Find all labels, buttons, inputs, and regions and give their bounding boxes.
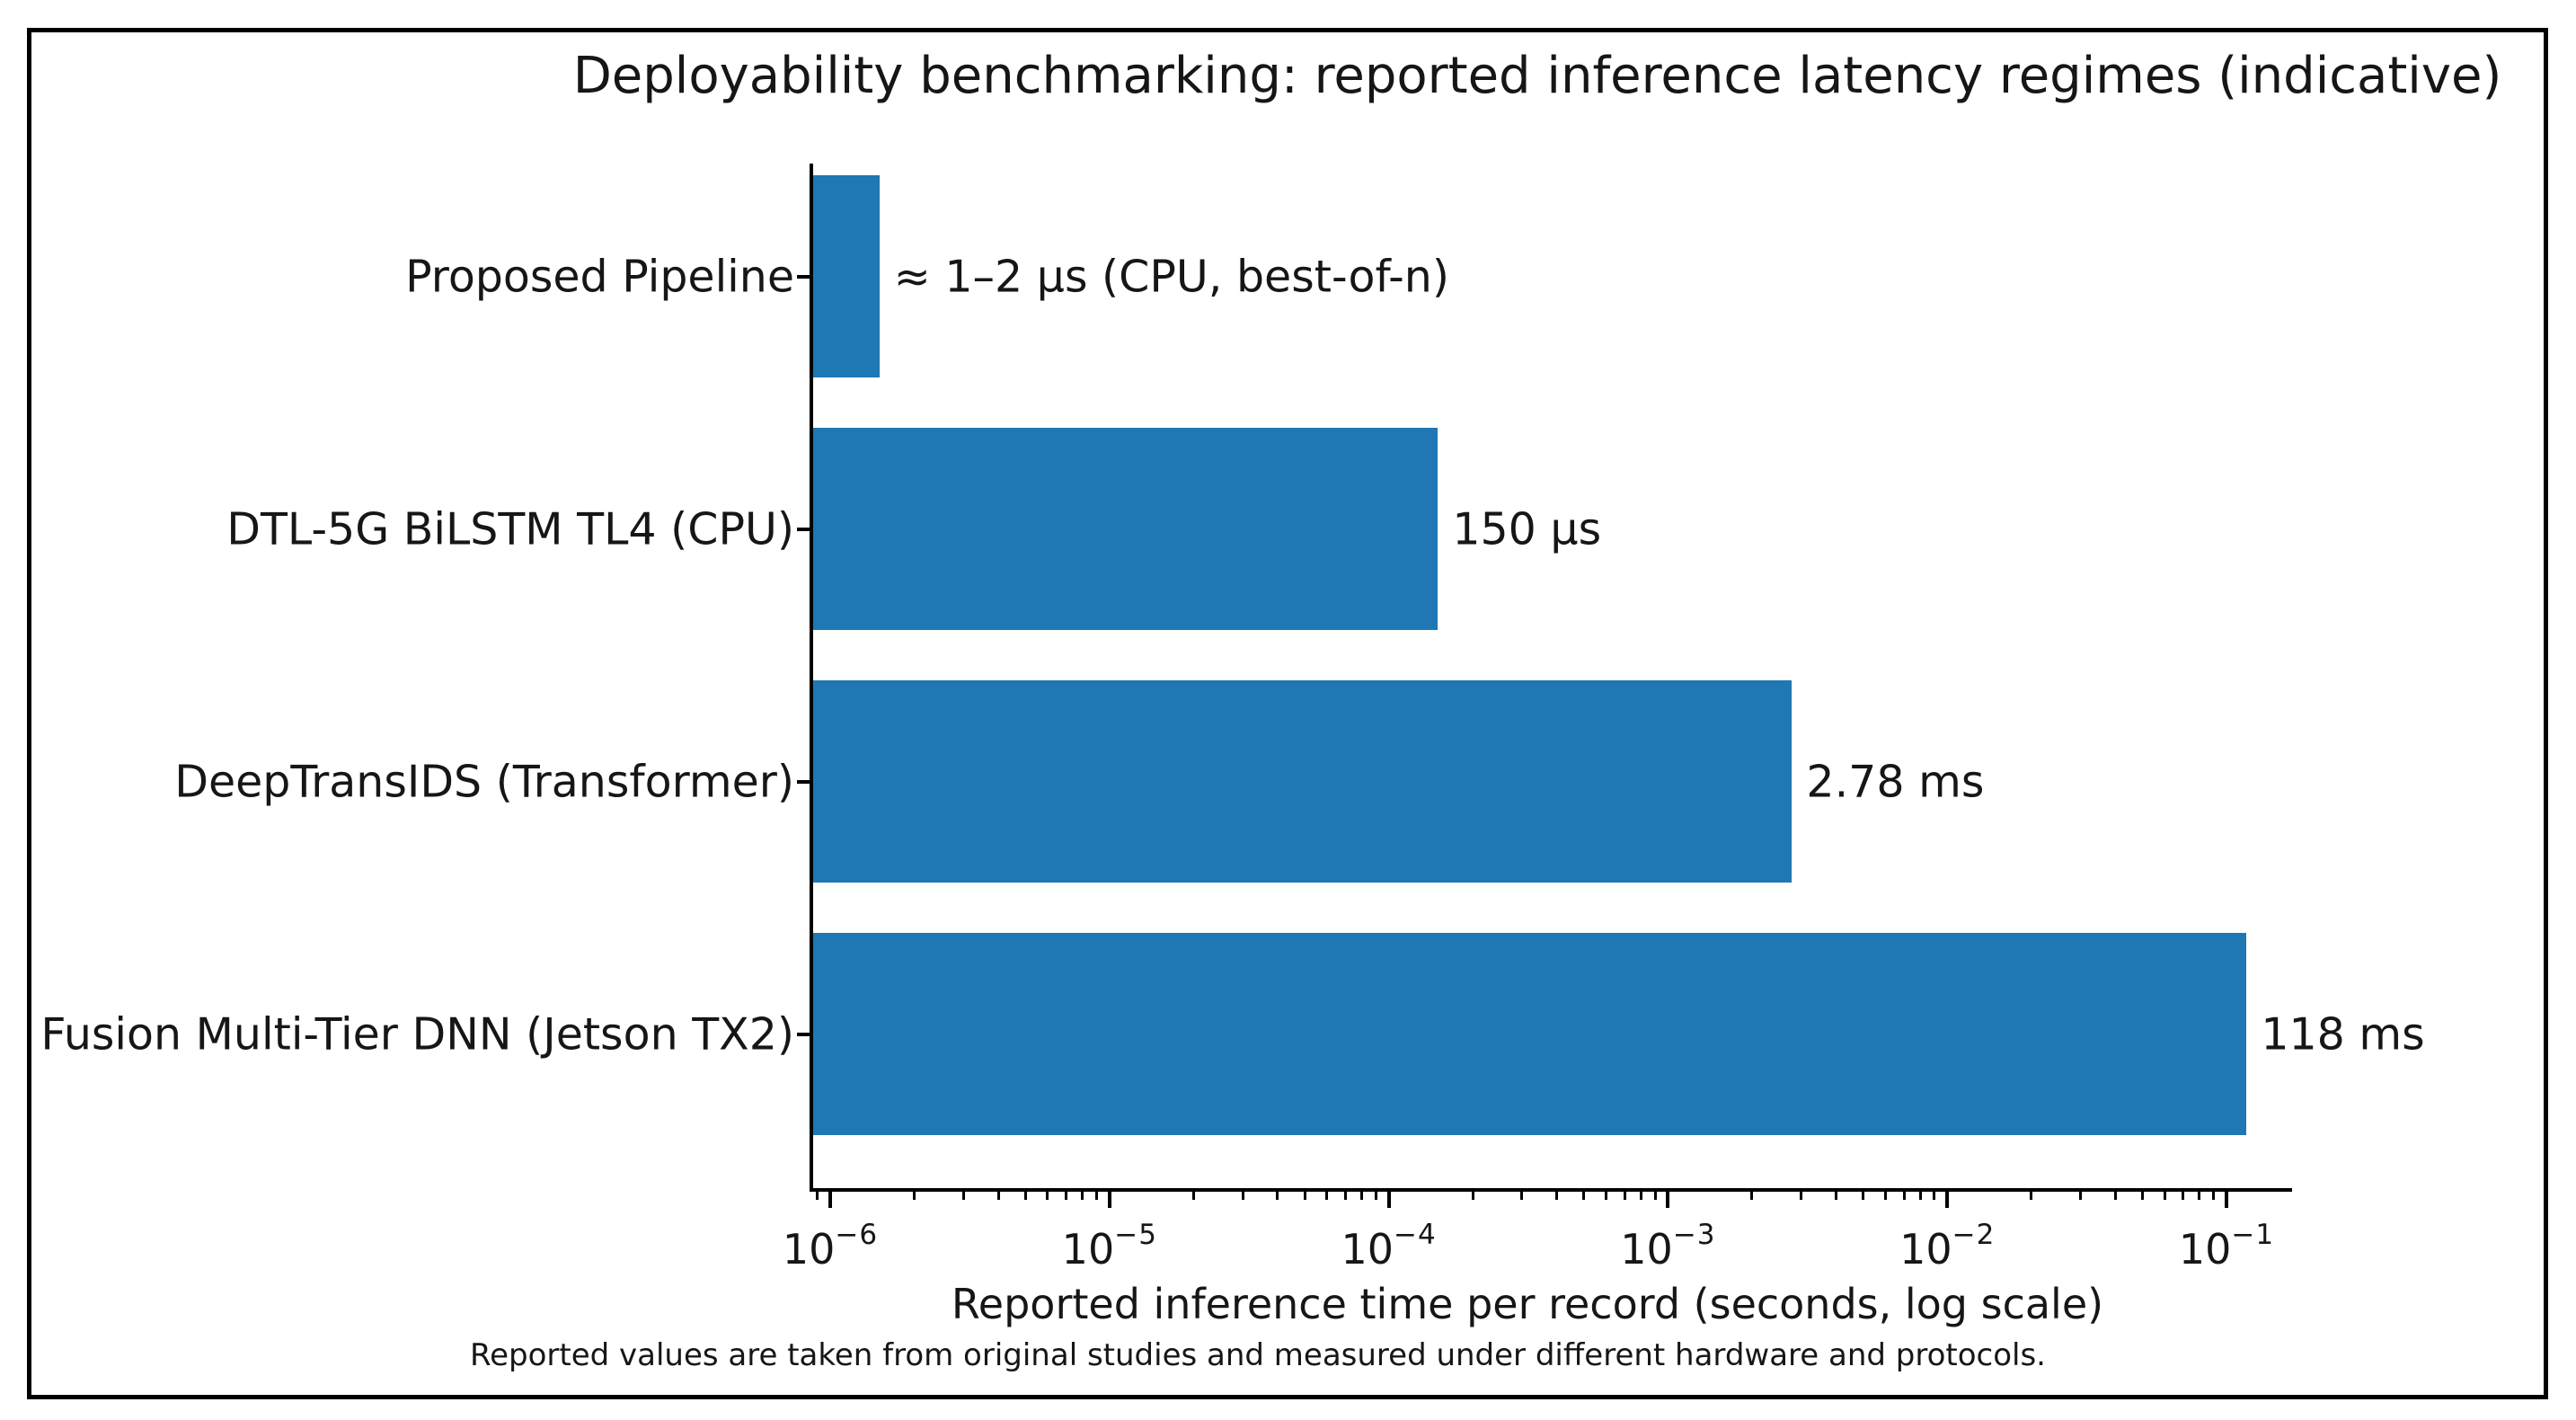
x-tick-minor-30 [1902, 1188, 1906, 1200]
chart-title: Deployability benchmarking: reported inf… [572, 47, 2502, 105]
x-tick-minor-36 [2140, 1188, 2144, 1200]
x-tick-minor-33 [2030, 1188, 2033, 1200]
x-tick-minor-20 [1582, 1188, 1586, 1200]
x-tick-minor-28 [1862, 1188, 1865, 1200]
bar-value-label-1: 150 µs [1452, 503, 1602, 555]
x-tick-minor-21 [1604, 1188, 1607, 1200]
x-tick-minor-25 [1750, 1188, 1754, 1200]
x-tick-major-5 [2225, 1188, 2228, 1208]
x-tick-minor-14 [1343, 1188, 1347, 1200]
x-tick-major-1 [1107, 1188, 1111, 1208]
x-tick-minor-13 [1325, 1188, 1329, 1200]
y-category-label-2: DeepTransIDS (Transformer) [174, 756, 794, 807]
x-tick-minor-10 [1241, 1188, 1244, 1200]
y-axis-spine [810, 164, 813, 1192]
x-tick-major-4 [1945, 1188, 1950, 1208]
x-tick-minor-15 [1359, 1188, 1363, 1200]
x-tick-minor-17 [1471, 1188, 1474, 1200]
y-category-label-1: DTL-5G BiLSTM TL4 (CPU) [226, 503, 794, 555]
x-tick-minor-6 [1065, 1188, 1068, 1200]
x-tick-minor-32 [1933, 1188, 1936, 1200]
x-tick-minor-34 [2078, 1188, 2082, 1200]
x-tick-minor-11 [1276, 1188, 1279, 1200]
x-tick-minor-8 [1095, 1188, 1099, 1200]
x-tick-label-4: 10−2 [1899, 1219, 1996, 1274]
x-tick-minor-2 [961, 1188, 965, 1200]
x-tick-minor-5 [1046, 1188, 1049, 1200]
x-tick-major-0 [828, 1188, 832, 1208]
bar-3 [813, 933, 2247, 1135]
x-tick-minor-26 [1800, 1188, 1803, 1200]
x-tick-major-3 [1666, 1188, 1670, 1208]
x-tick-minor-24 [1653, 1188, 1657, 1200]
x-tick-minor-40 [2212, 1188, 2216, 1200]
y-tick-3 [797, 1032, 813, 1036]
x-tick-label-5: 10−1 [2178, 1219, 2275, 1274]
x-tick-minor-16 [1374, 1188, 1377, 1200]
y-tick-0 [797, 274, 813, 279]
x-tick-minor-39 [2198, 1188, 2201, 1200]
x-axis-spine [810, 1188, 2292, 1192]
y-category-label-0: Proposed Pipeline [405, 251, 794, 302]
x-tick-label-3: 10−3 [1620, 1219, 1716, 1274]
x-tick-minor-31 [1918, 1188, 1922, 1200]
x-tick-minor-9 [1191, 1188, 1195, 1200]
x-tick-label-2: 10−4 [1341, 1219, 1437, 1274]
x-tick-minor-0 [816, 1188, 819, 1200]
bar-value-label-2: 2.78 ms [1806, 756, 1985, 807]
bar-2 [813, 680, 1793, 883]
figure-border-frame [27, 28, 2548, 1399]
bar-value-label-0: ≈ 1–2 µs (CPU, best-of-n) [893, 251, 1449, 302]
x-tick-minor-23 [1639, 1188, 1642, 1200]
x-tick-minor-35 [2113, 1188, 2117, 1200]
x-tick-minor-3 [996, 1188, 1000, 1200]
bar-0 [813, 175, 880, 377]
x-tick-minor-7 [1081, 1188, 1084, 1200]
x-tick-minor-37 [2163, 1188, 2166, 1200]
bar-1 [813, 428, 1438, 630]
y-category-label-3: Fusion Multi-Tier DNN (Jetson TX2) [40, 1008, 794, 1060]
x-tick-major-2 [1386, 1188, 1391, 1208]
x-tick-minor-22 [1623, 1188, 1626, 1200]
y-tick-1 [797, 527, 813, 531]
x-tick-label-0: 10−6 [782, 1219, 879, 1274]
x-tick-minor-12 [1303, 1188, 1306, 1200]
x-axis-label: Reported inference time per record (seco… [951, 1280, 2104, 1328]
bar-value-label-3: 118 ms [2261, 1008, 2425, 1060]
x-tick-minor-29 [1883, 1188, 1887, 1200]
x-tick-minor-4 [1023, 1188, 1027, 1200]
x-tick-minor-18 [1520, 1188, 1524, 1200]
x-tick-minor-27 [1835, 1188, 1838, 1200]
footnote: Reported values are taken from original … [470, 1337, 2046, 1373]
x-tick-minor-1 [913, 1188, 916, 1200]
x-tick-minor-38 [2182, 1188, 2185, 1200]
x-tick-label-1: 10−5 [1061, 1219, 1157, 1274]
y-tick-2 [797, 779, 813, 784]
x-tick-minor-19 [1555, 1188, 1559, 1200]
